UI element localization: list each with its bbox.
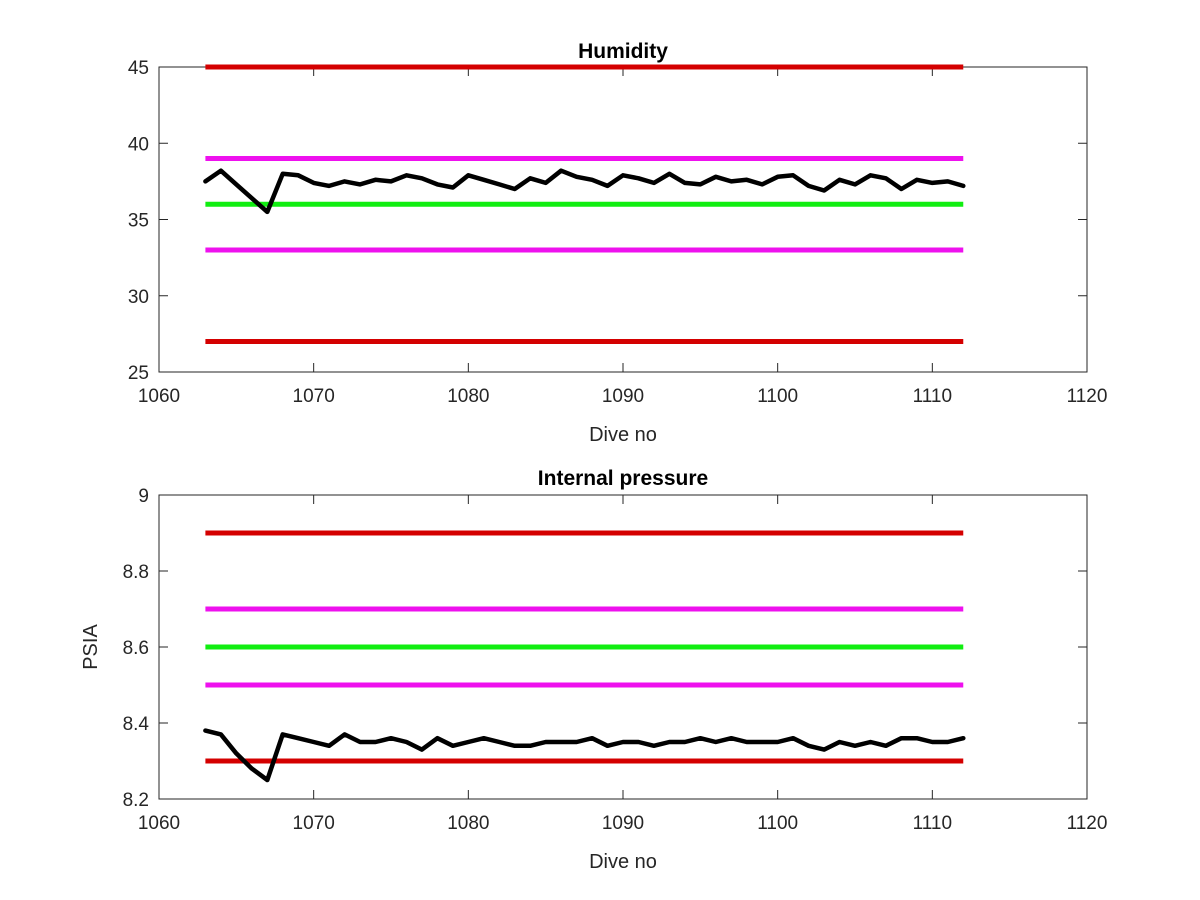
x-tick-label: 1060 (138, 813, 180, 834)
y-axis-label: PSIA (80, 624, 102, 670)
x-tick-label: 1060 (138, 386, 180, 407)
y-tick-label: 8.8 (123, 562, 149, 583)
y-tick-label: 8.4 (123, 714, 150, 735)
x-tick-label: 1090 (602, 813, 644, 834)
y-tick-label: 40 (128, 134, 149, 155)
humidity-panel: 1060 1070 1080 1090 1100 1110 1120 25 30 35 40 45 Hu… (128, 40, 1108, 446)
x-tick-label: 1080 (447, 386, 489, 407)
x-axis-label: Dive no (589, 424, 657, 446)
y-tick-label: 35 (128, 211, 149, 232)
y-tick-label: 25 (128, 363, 149, 384)
y-tick-label: 30 (128, 287, 149, 308)
chart-title: Humidity (578, 40, 668, 63)
y-tick-label: 45 (128, 58, 149, 79)
chart-title: Internal pressure (538, 467, 708, 490)
y-tick-label: 9 (138, 486, 149, 507)
y-tick-label: 8.2 (123, 790, 149, 811)
x-tick-label: 1080 (447, 813, 489, 834)
x-tick-label: 1100 (757, 813, 798, 834)
x-tick-label: 1100 (757, 386, 798, 407)
series-line (203, 728, 966, 783)
x-tick-label: 1110 (913, 386, 952, 407)
x-tick-label: 1070 (293, 813, 335, 834)
y-tick-label: 8.6 (123, 638, 149, 659)
x-tick-label: 1070 (293, 386, 335, 407)
series-line (203, 168, 966, 215)
x-tick-label: 1120 (1067, 386, 1108, 407)
x-tick-label: 1110 (913, 813, 952, 834)
internal-pressure-panel: 1060 1070 1080 1090 1100 1110 1120 8.2 8.4 8.6 8.8… (80, 467, 1107, 873)
plot-area (158, 66, 1088, 373)
x-tick-label: 1090 (602, 386, 644, 407)
x-axis-label: Dive no (589, 851, 657, 873)
x-tick-label: 1120 (1067, 813, 1108, 834)
